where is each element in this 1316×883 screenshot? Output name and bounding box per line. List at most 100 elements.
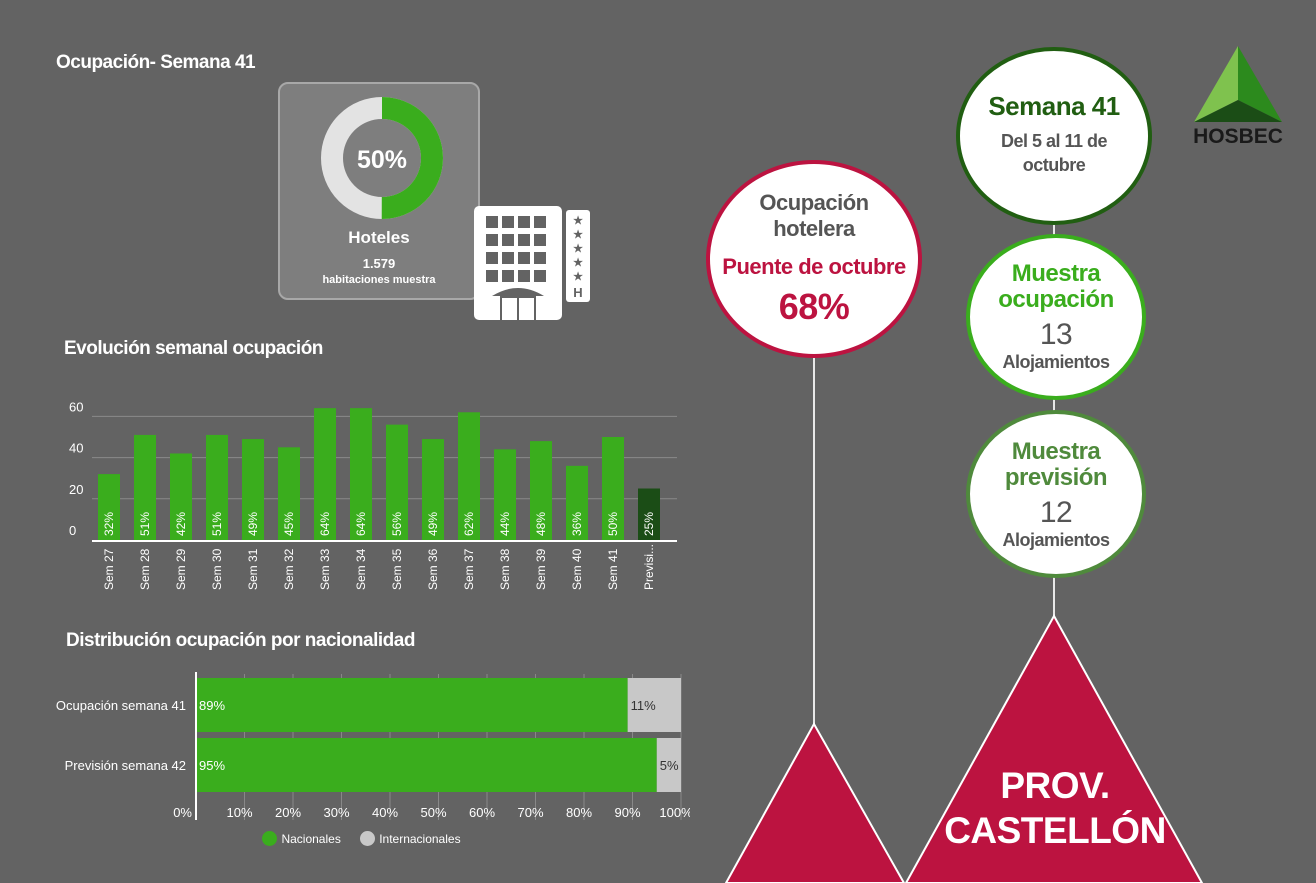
sample-forecast-count: 12 [1039,496,1073,529]
legend-nacionales-swatch [262,831,277,847]
x-tick-label: 80% [566,805,592,820]
week-range-line2: octubre [1022,155,1086,175]
nationality-distribution-chart: 0% 10% 20% 30% 40% 50% 60% 70% 80% 90% 100% Ocupaci… [56,672,690,820]
weekly-bar-value-label: 50% [606,512,620,536]
weekly-chart-title: Evolución semanal ocupación [64,338,323,359]
sample-occupation-circle: Muestra ocupación 13 Alojamientos [966,234,1146,400]
svg-text:H: H [573,285,582,300]
hosbec-logo-text: HOSBEC [1193,125,1283,148]
sample-forecast-unit: Alojamientos [1002,530,1110,550]
svg-text:★: ★ [573,229,583,241]
y-tick-label: 20 [69,482,83,497]
sample-forecast-line1: Muestra [1011,438,1101,465]
province-triangle [904,613,1204,883]
bridge-occupancy-circle: Ocupación hotelera Puente de octubre 68% [706,160,922,358]
x-tick-label: 100% [659,805,690,820]
weekly-bar [206,434,228,540]
week-range-line1: Del 5 al 11 de [1000,131,1108,151]
x-tick-label: 90% [614,805,640,820]
weekly-x-tick-label: Sem 30 [210,548,224,590]
weekly-x-tick-label: Sem 27 [102,548,116,590]
week-title: Semana 41 [988,91,1120,121]
weekly-bar-value-label: 64% [354,512,368,536]
weekly-x-tick-label: Sem 31 [246,548,260,590]
weekly-bar-value-label: 44% [498,512,512,536]
weekly-x-tick-label: Sem 39 [534,548,548,590]
week-circle: Semana 41 Del 5 al 11 de octubre [956,47,1152,225]
weekly-x-tick-label: Sem 28 [138,548,152,590]
x-tick-label: 50% [420,805,446,820]
sample-forecast-circle: Muestra previsión 12 Alojamientos [966,410,1146,578]
weekly-bar-value-label: 45% [282,512,296,536]
hotel-card-rooms-label: habitaciones muestra [322,274,436,286]
hotel-card-rooms: 1.579 [362,256,396,271]
weekly-x-tick-label: Sem 35 [390,548,404,590]
weekly-x-tick-label: Sem 29 [174,548,188,590]
weekly-bar [566,465,588,540]
weekly-bar-value-label: 25% [642,512,656,536]
sample-forecast-line2: previsión [1004,464,1108,491]
x-tick-label: 10% [226,805,252,820]
page-title: Ocupación- Semana 41 [56,52,256,73]
x-tick-label: 30% [323,805,349,820]
weekly-bar [494,449,516,540]
donut-fill-nacional [321,97,443,219]
weekly-bar [314,408,336,540]
weekly-bar-value-label: 56% [390,512,404,536]
province-line2: CASTELLÓN [944,810,1166,851]
weekly-bar [170,453,192,540]
nacionales-bar [196,678,628,732]
weekly-bar [350,408,372,540]
bar-value-label: 95% [199,758,225,773]
legend-internacionales-label: Internacionales [379,831,461,846]
hosbec-logo-mark: HOSBEC [1193,46,1283,148]
weekly-bar [602,437,624,540]
bridge-triangle [724,721,906,883]
weekly-x-tick-label: Sem 40 [570,548,584,590]
hotel-donut-chart: 50% [321,97,443,219]
weekly-bar-value-label: 32% [102,512,116,536]
bridge-subtitle: Puente de octubre [722,254,906,279]
y-tick-label: 60 [69,399,83,414]
weekly-x-tick-label: Previsi... [642,544,656,590]
x-tick-label: 60% [469,805,495,820]
x-tick-label: 70% [517,805,543,820]
weekly-x-tick-label: Sem 34 [354,548,368,590]
weekly-bar [242,439,264,540]
svg-text:★: ★ [573,257,583,269]
weekly-bar-value-label: 51% [138,512,152,536]
sample-occupation-count: 13 [1039,318,1073,351]
weekly-x-tick-label: Sem 36 [426,548,440,590]
svg-text:★: ★ [573,271,583,283]
bar-value-label: 11% [631,698,656,713]
weekly-x-tick-label: Sem 33 [318,548,332,590]
bridge-value: 68% [778,286,850,327]
nationality-chart-title: Distribución ocupación por nacionalidad [66,630,415,651]
bar-value-label: 5% [660,758,679,773]
category-label: Ocupación semana 41 [56,698,186,713]
svg-text:★: ★ [573,243,583,255]
weekly-x-tick-label: Sem 37 [462,548,476,590]
bar-value-label: 89% [199,698,225,713]
weekly-x-tick-label: Sem 32 [282,548,296,590]
legend-internacionales-swatch [359,831,375,847]
weekly-bar-value-label: 42% [174,512,188,536]
sample-occupation-line2: ocupación [998,286,1114,313]
weekly-bar-value-label: 49% [246,512,260,536]
weekly-bar [638,488,660,540]
svg-text:★: ★ [573,215,583,227]
hotel-occupancy-card: 50% Hoteles 1.579 habitaciones muestra [278,82,480,300]
bridge-line1: Ocupación [759,190,869,215]
weekly-bar [386,424,408,540]
bridge-connector-line [813,355,815,725]
sample-occupation-unit: Alojamientos [1002,352,1110,372]
weekly-bar [458,412,480,540]
weekly-bar [134,434,156,540]
x-tick-label: 0% [173,805,192,820]
y-tick-label: 40 [69,441,83,456]
weekly-bar-value-label: 36% [570,512,584,536]
weekly-bar-value-label: 49% [426,512,440,536]
x-tick-label: 40% [372,805,398,820]
weekly-bar [530,441,552,540]
weekly-bar [278,447,300,540]
